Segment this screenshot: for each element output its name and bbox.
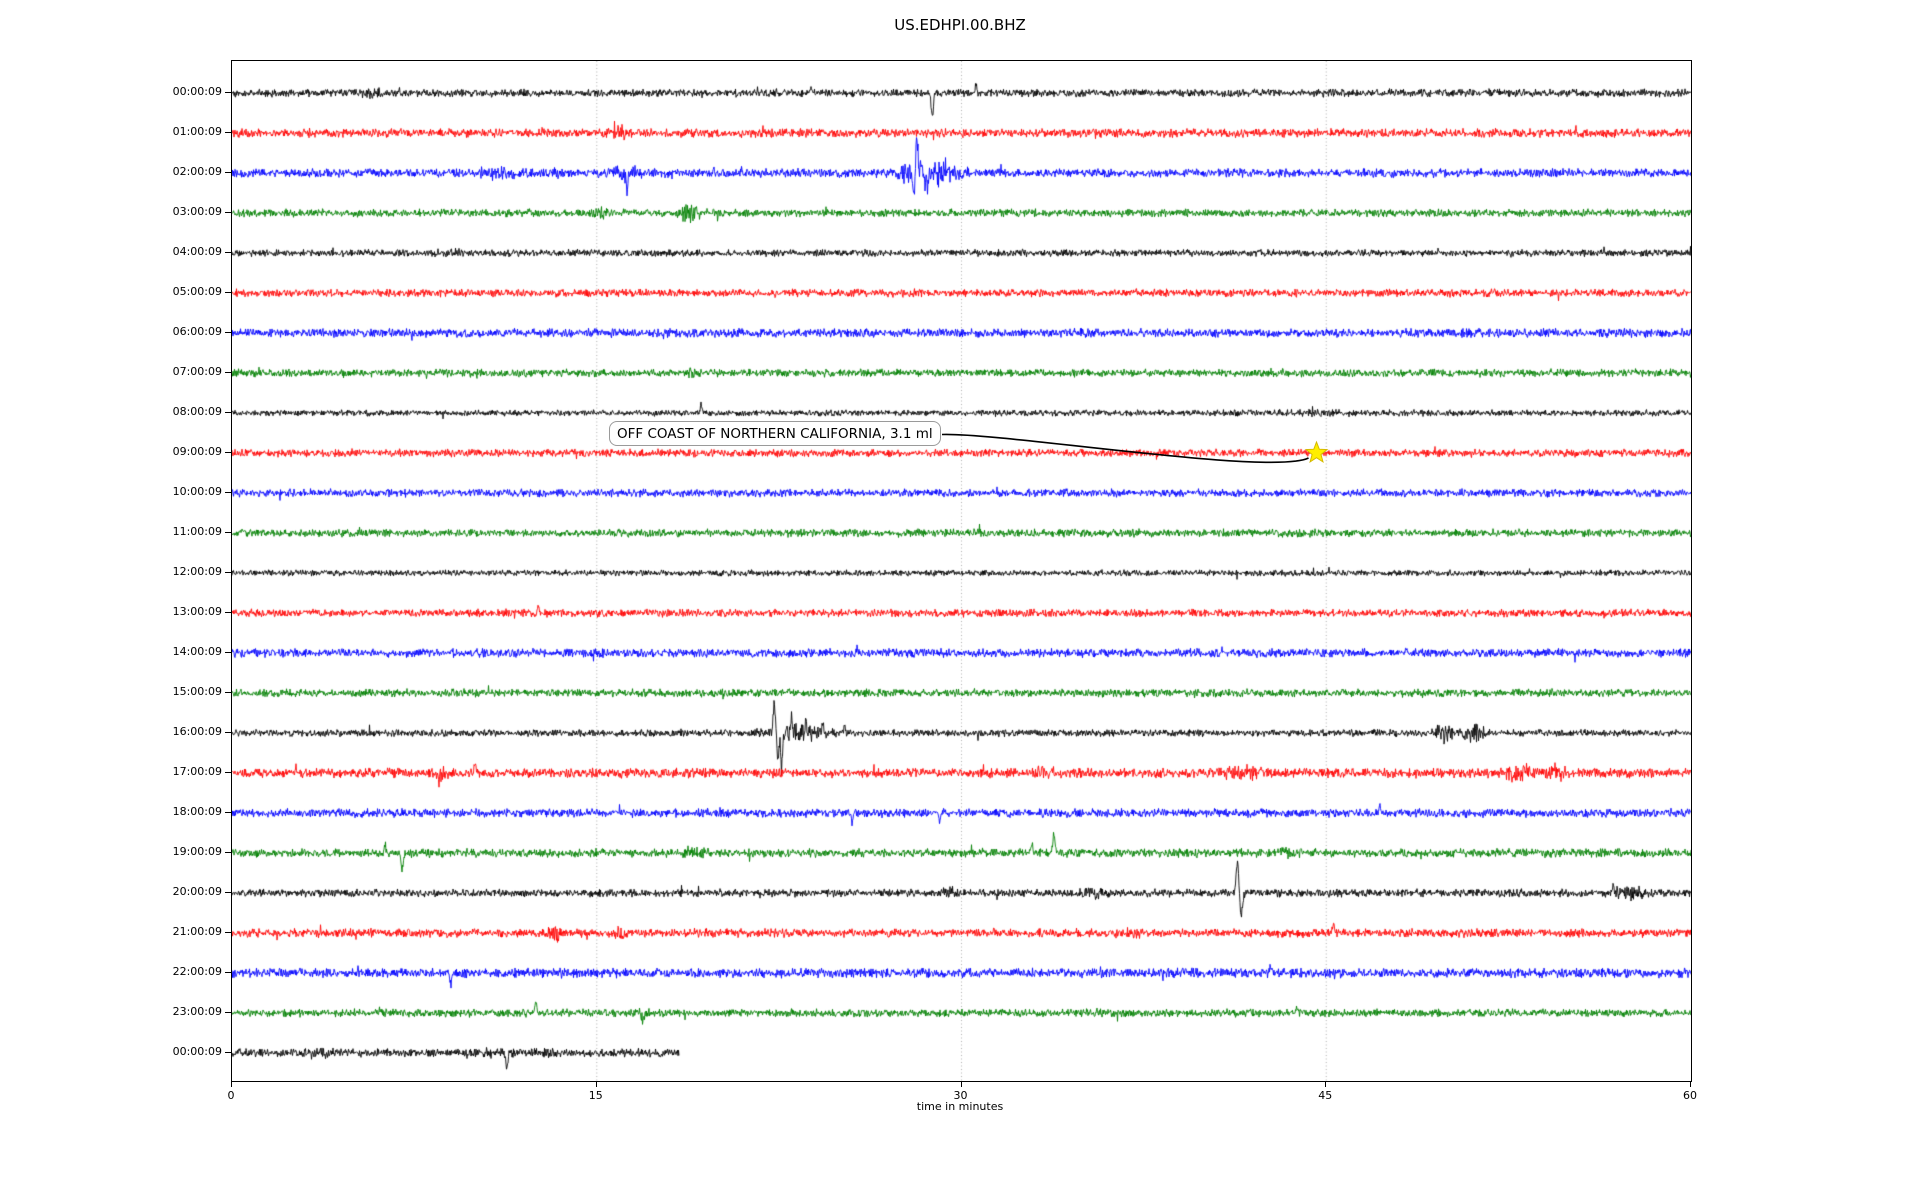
event-annotation: OFF COAST OF NORTHERN CALIFORNIA, 3.1 ml xyxy=(609,421,941,446)
y-tick-mark xyxy=(225,572,231,573)
y-tick-mark xyxy=(225,732,231,733)
x-tick-label: 0 xyxy=(227,1089,235,1102)
y-tick-mark xyxy=(225,132,231,133)
y-tick-label: 08:00:09 xyxy=(172,405,222,418)
plot-title: US.EDHPI.00.BHZ xyxy=(894,16,1026,34)
y-tick-mark xyxy=(225,492,231,493)
y-tick-label: 04:00:09 xyxy=(172,245,222,258)
y-tick-mark xyxy=(225,612,231,613)
y-tick-label: 11:00:09 xyxy=(172,525,222,538)
y-tick-label: 15:00:09 xyxy=(172,685,222,698)
y-tick-mark xyxy=(225,212,231,213)
y-tick-label: 00:00:09 xyxy=(172,85,222,98)
x-tick-label: 60 xyxy=(1683,1089,1697,1102)
y-tick-label: 09:00:09 xyxy=(172,445,222,458)
x-tick-label: 30 xyxy=(953,1089,968,1102)
y-tick-mark xyxy=(225,652,231,653)
y-tick-mark xyxy=(225,1012,231,1013)
x-tick-mark xyxy=(1690,1082,1691,1087)
x-tick-mark xyxy=(1325,1082,1327,1087)
y-tick-mark xyxy=(225,532,231,533)
x-tick-mark xyxy=(960,1082,962,1087)
y-tick-label: 10:00:09 xyxy=(172,485,222,498)
y-tick-label: 05:00:09 xyxy=(172,285,222,298)
y-tick-label: 18:00:09 xyxy=(172,805,222,818)
y-tick-label: 19:00:09 xyxy=(172,845,222,858)
y-tick-label: 06:00:09 xyxy=(172,325,222,338)
y-tick-label: 02:00:09 xyxy=(172,165,222,178)
y-tick-mark xyxy=(225,292,231,293)
y-tick-label: 20:00:09 xyxy=(172,885,222,898)
y-tick-label: 13:00:09 xyxy=(172,605,222,618)
x-tick-label: 45 xyxy=(1318,1089,1333,1102)
x-tick-mark xyxy=(231,1082,232,1087)
x-tick-mark xyxy=(595,1082,597,1087)
y-tick-mark xyxy=(225,452,231,453)
y-tick-mark xyxy=(225,92,231,93)
y-tick-label: 17:00:09 xyxy=(172,765,222,778)
x-axis-title: time in minutes xyxy=(916,1100,1004,1113)
y-tick-mark xyxy=(225,172,231,173)
y-tick-mark xyxy=(225,852,231,853)
y-tick-label: 03:00:09 xyxy=(172,205,222,218)
y-tick-mark xyxy=(225,772,231,773)
y-tick-mark xyxy=(225,692,231,693)
y-tick-label: 00:00:09 xyxy=(172,1045,222,1058)
y-tick-label: 16:00:09 xyxy=(172,725,222,738)
y-tick-mark xyxy=(225,1052,231,1053)
y-tick-mark xyxy=(225,812,231,813)
y-tick-label: 21:00:09 xyxy=(172,925,222,938)
plot-area xyxy=(231,60,1692,1082)
y-tick-mark xyxy=(225,372,231,373)
y-tick-mark xyxy=(225,972,231,973)
y-tick-label: 22:00:09 xyxy=(172,965,222,978)
y-tick-mark xyxy=(225,252,231,253)
x-tick-label: 15 xyxy=(588,1089,603,1102)
y-tick-label: 07:00:09 xyxy=(172,365,222,378)
seismogram-canvas xyxy=(232,61,1691,1081)
y-tick-mark xyxy=(225,412,231,413)
y-tick-label: 12:00:09 xyxy=(172,565,222,578)
event-annotation-text: OFF COAST OF NORTHERN CALIFORNIA, 3.1 ml xyxy=(617,426,933,442)
y-tick-label: 01:00:09 xyxy=(172,125,222,138)
y-tick-mark xyxy=(225,892,231,893)
y-tick-mark xyxy=(225,932,231,933)
y-tick-label: 14:00:09 xyxy=(172,645,222,658)
y-tick-mark xyxy=(225,332,231,333)
y-tick-label: 23:00:09 xyxy=(172,1005,222,1018)
